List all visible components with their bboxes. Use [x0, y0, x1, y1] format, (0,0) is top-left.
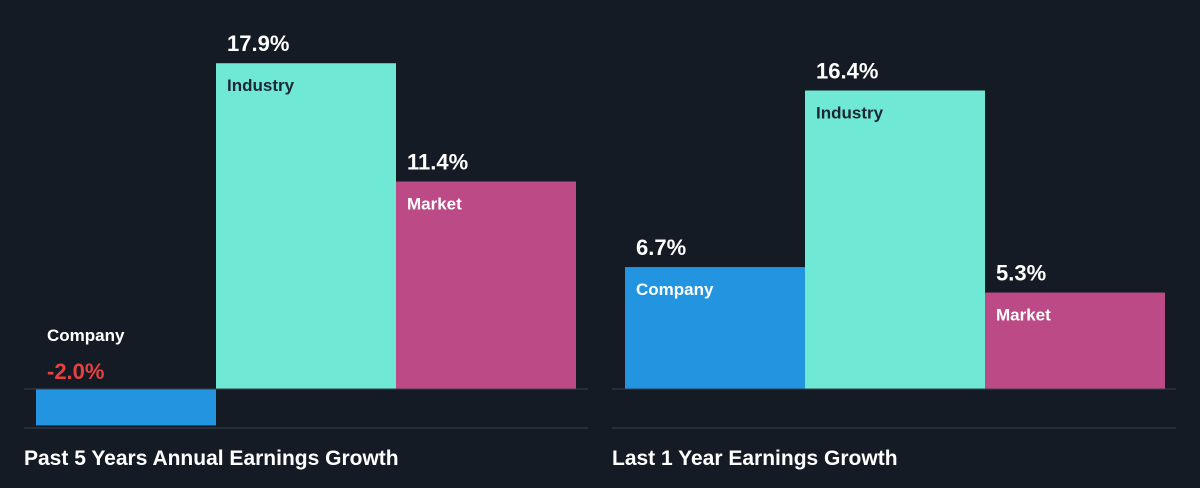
- value-label-industry: 17.9%: [227, 31, 289, 56]
- bar-market: [396, 181, 576, 389]
- chart-panel-2: 6.7% Company 16.4% Industry 5.3% Market Last 1…: [612, 59, 1176, 470]
- value-label-market: 11.4%: [407, 150, 468, 175]
- chart-title: Last 1 Year Earnings Growth: [612, 447, 898, 470]
- bar-industry: [216, 63, 396, 389]
- bar-market: [985, 292, 1165, 389]
- value-label-industry: 16.4%: [816, 59, 878, 84]
- category-label-market: Market: [407, 195, 462, 214]
- chart-panel-1: -2.0% Company 17.9% Industry 11.4% Market Past…: [24, 31, 588, 470]
- category-label-company: Company: [636, 280, 714, 299]
- bar-industry: [805, 90, 985, 390]
- chart-title: Past 5 Years Annual Earnings Growth: [24, 447, 399, 470]
- value-label-company: 6.7%: [636, 235, 686, 260]
- category-label-industry: Industry: [227, 76, 295, 95]
- category-label-company: Company: [47, 326, 125, 345]
- bar-company: [625, 267, 805, 389]
- bar-company: [36, 389, 216, 426]
- category-label-industry: Industry: [816, 104, 884, 123]
- category-label-market: Market: [996, 306, 1051, 325]
- value-label-market: 5.3%: [996, 261, 1046, 286]
- value-label-company: -2.0%: [47, 359, 104, 384]
